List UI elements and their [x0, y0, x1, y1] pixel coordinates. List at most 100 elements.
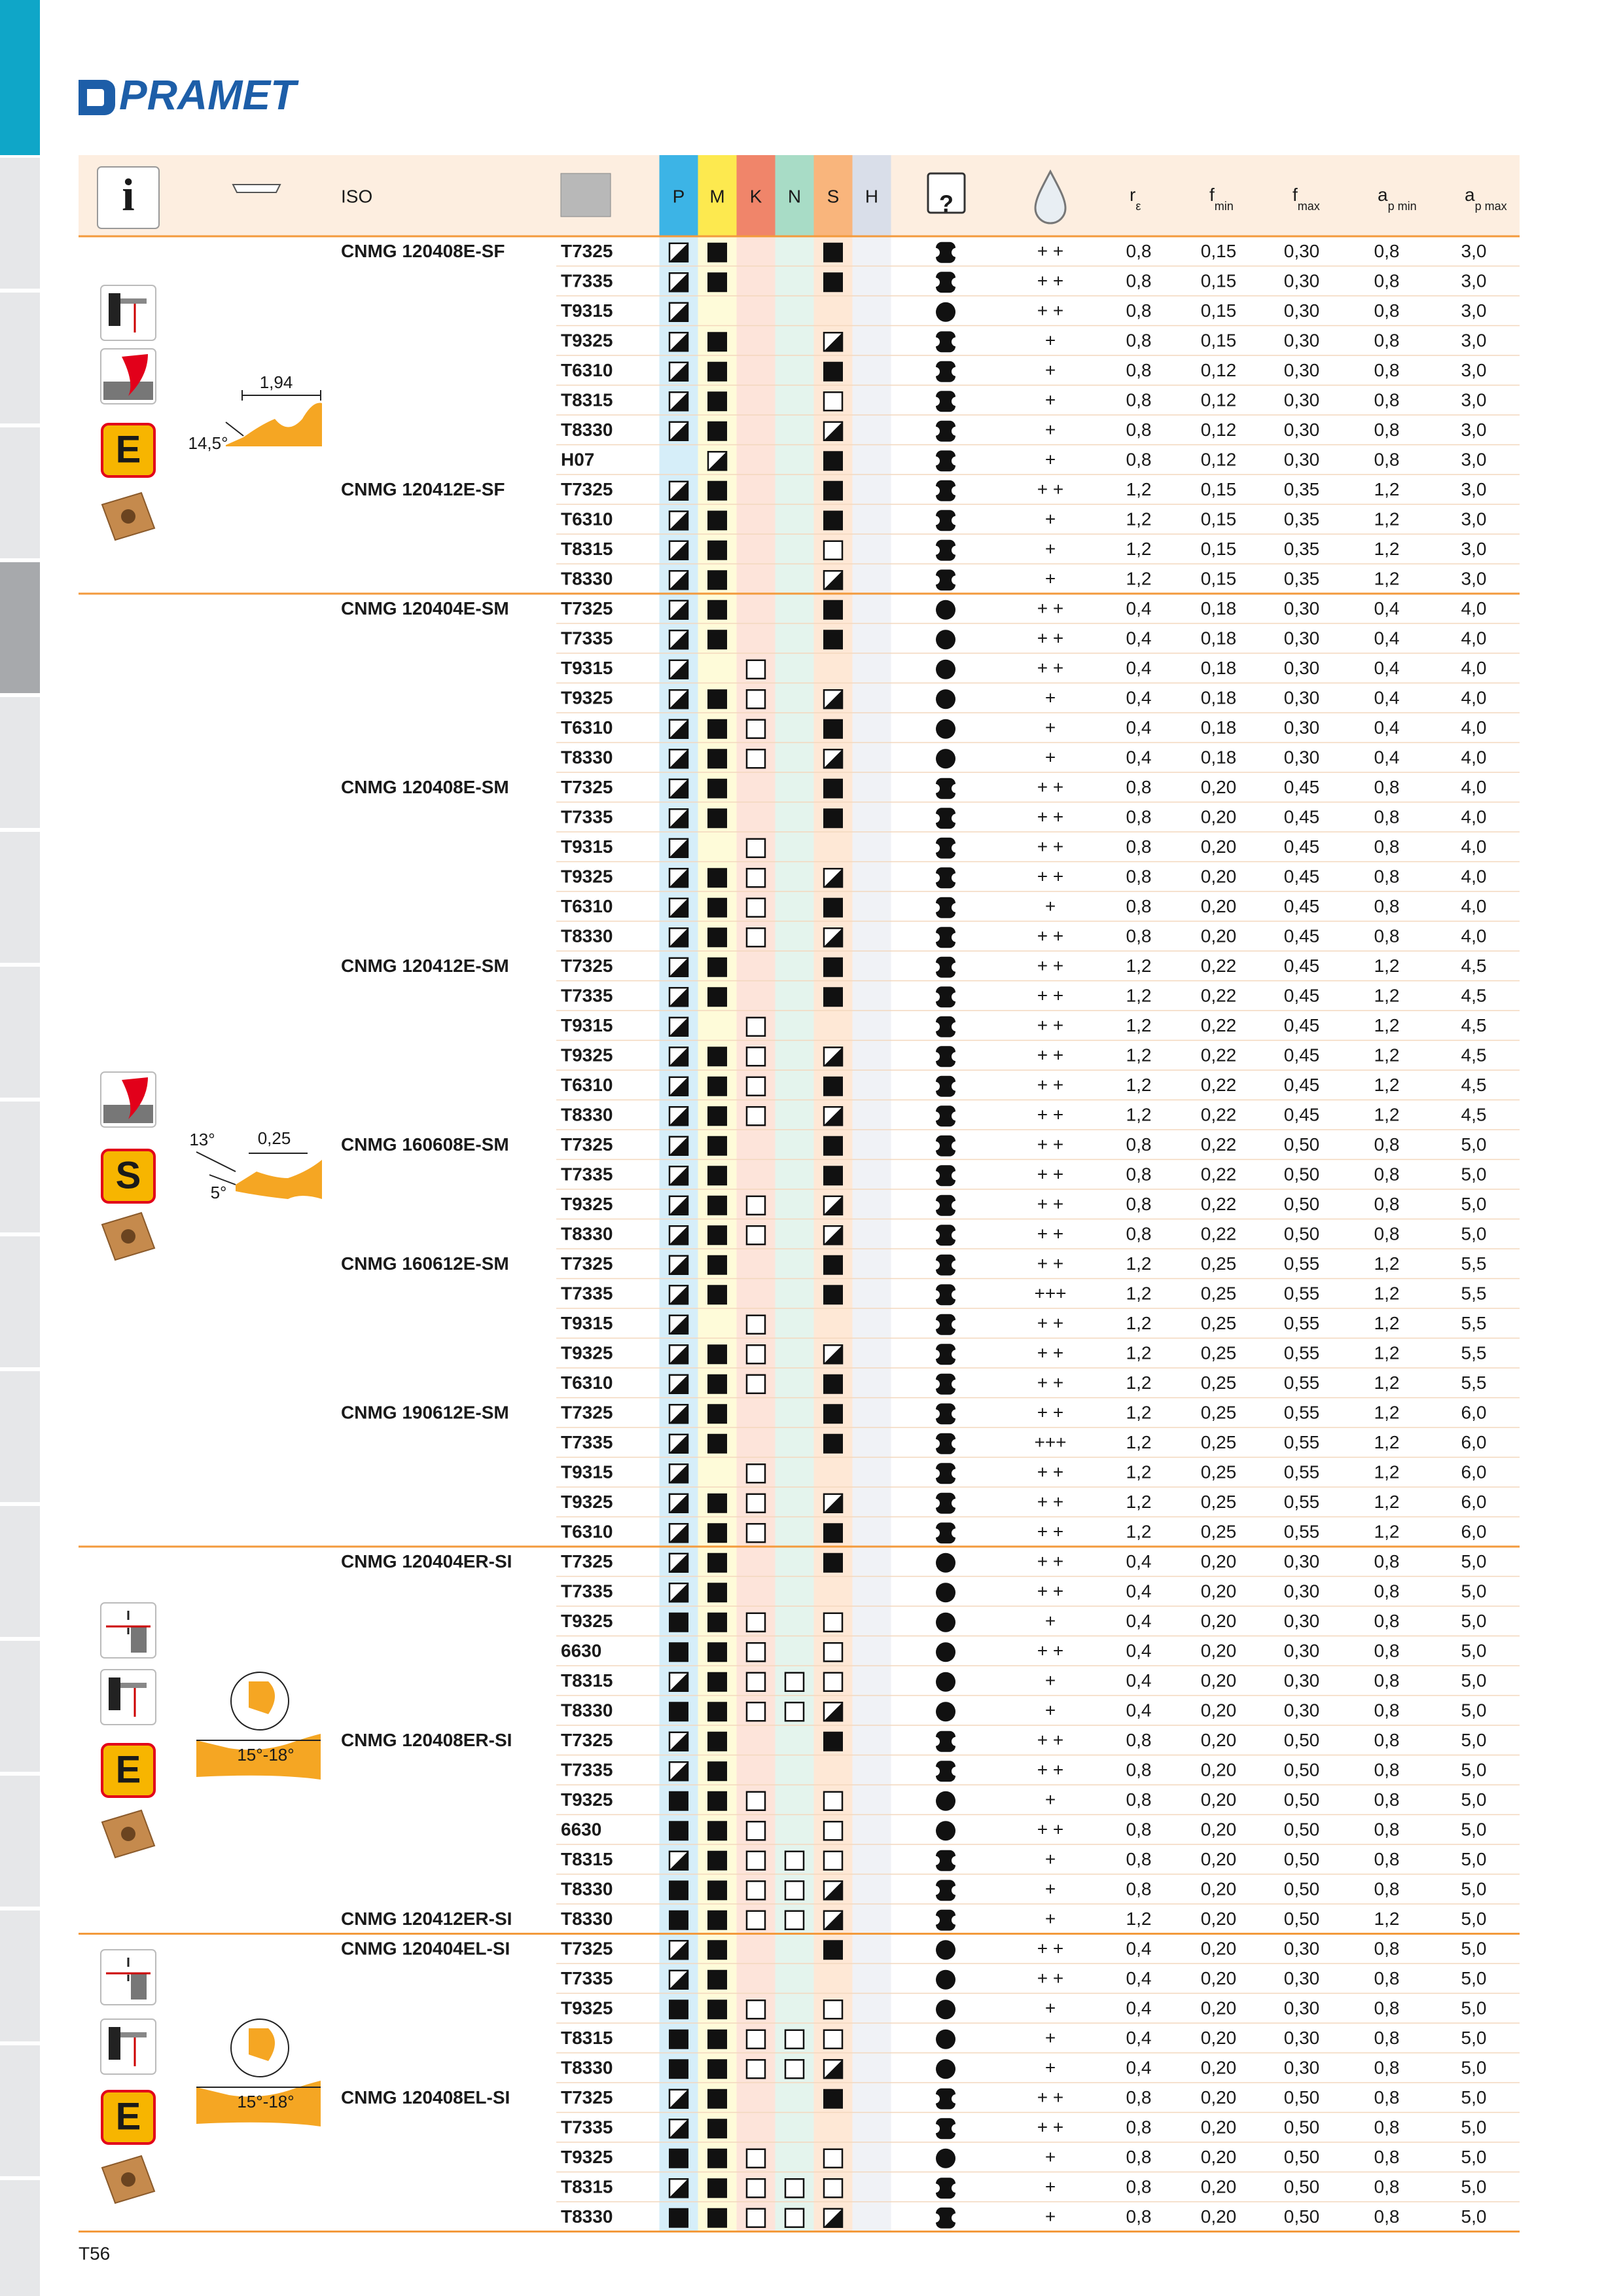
cutting-value: 0,4 [1126, 688, 1152, 708]
chip-wave-notch [931, 1856, 940, 1865]
chip-wave-notch [952, 1022, 961, 1031]
grade: T7335 [561, 271, 613, 291]
coolant: + [1045, 509, 1056, 529]
cutting-value: 0,8 [1374, 1849, 1400, 1869]
cutting-value: 5,0 [1461, 1849, 1487, 1869]
material-full [823, 1552, 843, 1573]
cutting-value: 0,8 [1374, 300, 1400, 321]
cutting-value: 0,8 [1374, 450, 1400, 470]
grade: T8315 [561, 1849, 613, 1869]
chip-wave-notch [952, 426, 961, 436]
material-empty [745, 1791, 766, 1811]
side-tab [0, 293, 40, 423]
cutting-value: 0,12 [1201, 360, 1237, 380]
table-row: CNMG 120404E-SM T7325 + + 0,4 0,18 0,30 0,4 4,0 [341, 598, 1520, 624]
material-full [669, 2059, 688, 2079]
cutting-value: 3,0 [1461, 360, 1487, 380]
cutting-value: 0,18 [1201, 717, 1237, 738]
icon-part [120, 2032, 147, 2037]
material-empty [745, 2148, 766, 2168]
material-half-fill [669, 719, 688, 739]
material-half-fill [669, 749, 688, 769]
material-empty [745, 1523, 766, 1543]
table-row: T8315 +1,2 0,15 0,35 1,2 3,0 [556, 539, 1520, 565]
grade: 6630 [561, 1641, 601, 1661]
chip-wave-notch [952, 1290, 961, 1300]
profile-annotation: 13° [189, 1130, 215, 1149]
coolant: + + [1037, 777, 1063, 797]
material-empty [823, 2148, 844, 2168]
cutting-value: 0,8 [1126, 2117, 1152, 2138]
grade: T7335 [561, 1432, 613, 1452]
table-row: T8330 + + 0,8 0,22 0,50 0,8 5,0 [556, 1224, 1520, 1249]
coolant: + + [1037, 986, 1063, 1006]
grade: 6630 [561, 1820, 601, 1840]
chip-wave-notch [931, 814, 940, 823]
material-half-fill [823, 749, 843, 769]
material-full [823, 778, 843, 798]
chip-profile [196, 2081, 321, 2126]
grade: T7325 [561, 598, 613, 619]
grade: T9325 [561, 1045, 613, 1066]
material-full [669, 2148, 688, 2168]
cutting-value: 1,2 [1126, 479, 1152, 499]
table-row: T8315 +0,8 0,20 0,50 0,8 5,0 [556, 2177, 1520, 2202]
chip-wave-notch [931, 1767, 940, 1776]
cutting-value: 0,30 [1284, 1611, 1320, 1631]
chip-wave [936, 2207, 955, 2229]
cutting-value: 6,0 [1461, 1522, 1487, 1542]
material-half-fill [669, 1463, 688, 1484]
coolant: + [1045, 1611, 1056, 1631]
info-icon [97, 166, 160, 229]
material-empty [745, 2059, 766, 2079]
material-full [707, 1106, 727, 1126]
cutting-value: 0,8 [1374, 1224, 1400, 1244]
material-empty [784, 2178, 805, 2198]
table-row: T8330 +0,8 0,12 0,30 0,8 3,0 [556, 420, 1520, 446]
cutting-value: 0,8 [1126, 2087, 1152, 2108]
cutting-value: 0,30 [1284, 2028, 1320, 2048]
cutting-value: 4,0 [1461, 717, 1487, 738]
cutting-value: 0,30 [1284, 1998, 1320, 2018]
table-row: T8315 +0,8 0,20 0,50 0,8 5,0 [556, 1849, 1520, 1875]
chip-wave [936, 450, 955, 472]
table-row: T8330 + + 1,2 0,22 0,45 1,2 4,5 [556, 1105, 1520, 1130]
coolant: + [1045, 569, 1056, 589]
cutting-value: 0,8 [1374, 420, 1400, 440]
material-empty [745, 1225, 766, 1246]
material-empty [745, 1047, 766, 1067]
material-half-fill [669, 1016, 688, 1037]
cutting-value: 1,2 [1374, 1283, 1400, 1304]
chip-wave [936, 510, 955, 531]
material-half-fill [669, 391, 688, 412]
cutting-value: 0,45 [1284, 1045, 1320, 1066]
cutting-value: 1,2 [1374, 1492, 1400, 1512]
cutting-value: 1,2 [1126, 1432, 1152, 1452]
table-row: T9315 + + 1,2 0,25 0,55 1,2 5,5 [556, 1313, 1520, 1339]
chip-wave-notch [931, 1498, 940, 1508]
cutting-value: 0,15 [1201, 539, 1237, 559]
material-empty [745, 1106, 766, 1126]
material-empty [745, 1374, 766, 1394]
material-full [707, 2178, 727, 2198]
iso-header: ISO [341, 186, 372, 206]
cutting-value: 0,8 [1126, 241, 1152, 261]
grade: T7335 [561, 2117, 613, 2138]
grade: T9325 [561, 2147, 613, 2167]
cutting-value: 0,8 [1374, 807, 1400, 827]
cutting-value: 5,0 [1461, 1909, 1487, 1929]
cutting-value: 0,18 [1201, 628, 1237, 649]
cutting-value: 1,2 [1126, 1283, 1152, 1304]
side-tab [0, 1910, 40, 2041]
table-row: T9325 +0,8 0,20 0,50 0,8 5,0 [556, 1789, 1520, 1816]
table-row: 6630 + + 0,8 0,20 0,50 0,8 5,0 [556, 1820, 1520, 1845]
chip-wave-notch [952, 2094, 961, 2104]
cutting-value: 0,8 [1374, 2177, 1400, 2197]
table-row: T9325 + + 0,8 0,22 0,50 0,8 5,0 [556, 1194, 1520, 1220]
material-empty [745, 719, 766, 739]
grade: T7325 [561, 1730, 613, 1750]
material-half-fill [823, 1225, 843, 1246]
chip-wave [936, 1314, 955, 1335]
material-full [707, 2000, 727, 2020]
material-full [707, 1285, 727, 1305]
